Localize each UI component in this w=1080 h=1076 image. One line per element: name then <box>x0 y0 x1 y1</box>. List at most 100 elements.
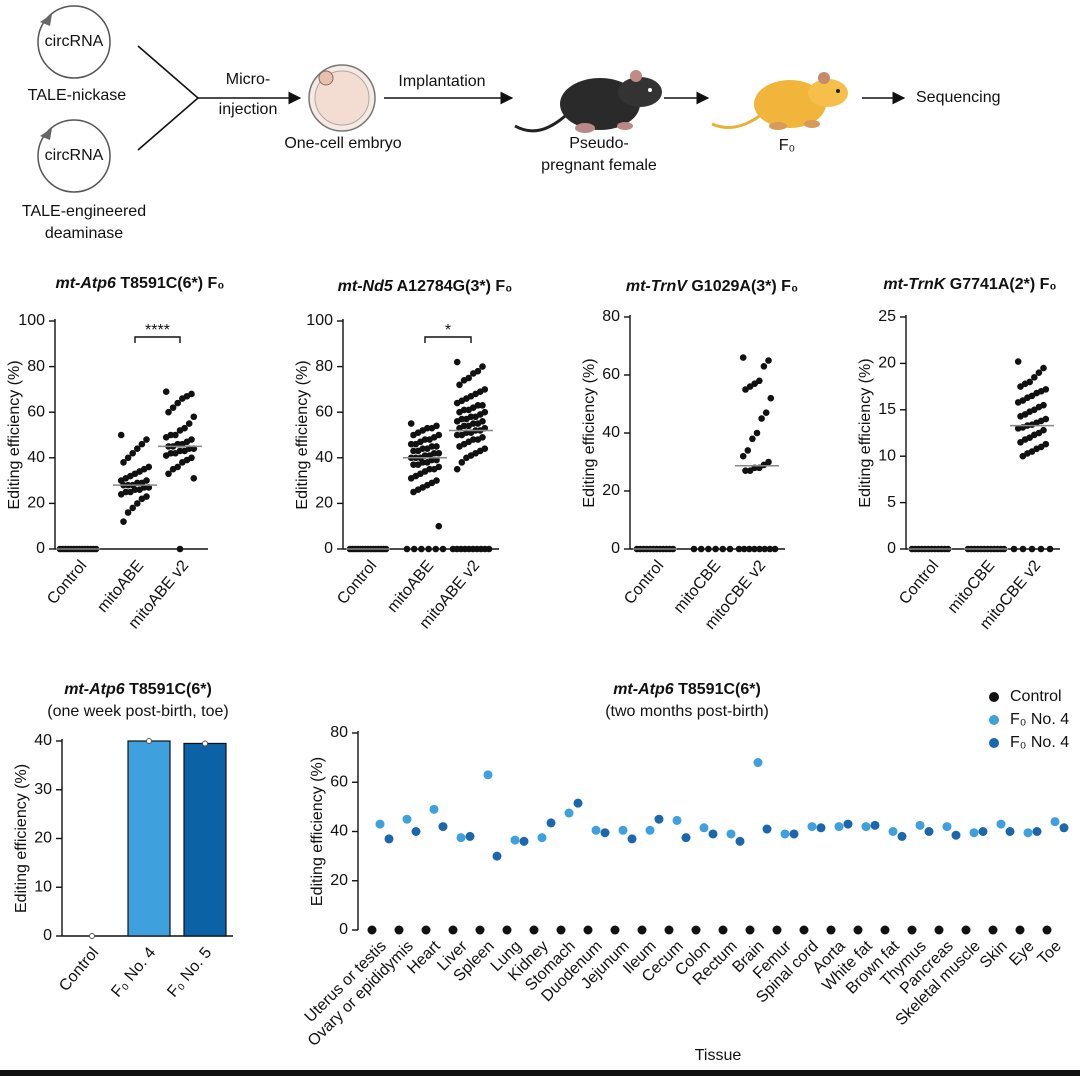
data-point <box>699 823 709 833</box>
data-point <box>410 545 418 553</box>
data-point <box>162 388 170 395</box>
data-point <box>996 819 1006 829</box>
significance-bracket <box>424 336 472 343</box>
data-point <box>433 443 440 450</box>
data-point <box>129 449 136 457</box>
implantation-label: Implantation <box>398 73 485 90</box>
data-point <box>691 925 701 935</box>
data-point <box>1037 545 1045 553</box>
data-point <box>185 420 193 427</box>
y-tick-label: 20 <box>330 872 348 889</box>
data-point <box>529 925 539 935</box>
y-tick-label: 60 <box>330 773 348 790</box>
sequencing-label: Sequencing <box>916 89 1001 106</box>
data-point <box>753 758 763 768</box>
y-tick-label: 0 <box>339 921 348 938</box>
data-point <box>1017 438 1024 446</box>
title-text: T8591C(6*) <box>129 681 212 698</box>
title-text: T8591C(6*) <box>678 681 761 698</box>
data-point <box>407 475 415 482</box>
data-point <box>816 823 826 833</box>
data-point <box>1017 412 1024 420</box>
data-point <box>627 834 637 844</box>
data-point <box>179 395 186 402</box>
y-tick-label: 80 <box>602 308 620 325</box>
y-tick-label: 40 <box>34 732 52 749</box>
data-point <box>176 545 184 553</box>
y-tick-label: 5 <box>887 494 896 511</box>
y-tick-label: 0 <box>324 540 333 557</box>
data-point <box>181 447 188 455</box>
y-tick-label: 100 <box>306 312 333 329</box>
data-point <box>799 925 809 935</box>
chart-title: mt-TrnV G1029A(3*) F₀ <box>626 278 798 295</box>
data-point <box>402 814 412 824</box>
data-point <box>410 447 417 455</box>
data-point <box>834 822 844 832</box>
data-point <box>740 545 748 553</box>
chart-title: mt-Atp6 T8591C(6*) F₀ <box>55 275 224 292</box>
data-point <box>1005 827 1015 836</box>
bar-point <box>146 738 152 744</box>
data-point <box>474 436 482 443</box>
data-point <box>1031 374 1038 381</box>
data-point <box>428 424 436 432</box>
title-gene: mt-Atp6 <box>55 275 116 292</box>
data-point <box>537 833 547 843</box>
data-point <box>165 470 172 478</box>
data-point <box>610 925 620 935</box>
data-point <box>978 827 988 836</box>
data-point <box>746 467 754 475</box>
data-point <box>712 545 719 553</box>
f0-label: F₀ <box>779 137 795 154</box>
data-point <box>753 429 761 437</box>
data-point <box>1032 827 1042 836</box>
yellow-mouse <box>711 72 848 130</box>
x-tick-label: Skin <box>977 938 1011 972</box>
data-point <box>546 818 556 828</box>
y-tick-label: 0 <box>611 540 620 557</box>
title-gene: mt-Atp6 <box>64 681 125 698</box>
data-point <box>708 829 718 839</box>
y-tick-label: 0 <box>43 927 52 944</box>
data-point <box>880 925 890 935</box>
data-point <box>739 354 747 361</box>
data-point <box>742 386 749 393</box>
y-tick-label: 40 <box>27 449 45 466</box>
data-point <box>870 820 880 830</box>
data-point <box>169 465 177 473</box>
schematic: circRNA TALE-nickase circRNA TALE-engine… <box>22 5 1001 242</box>
data-point <box>1015 925 1025 935</box>
data-point <box>749 435 756 443</box>
chart-subtitle: (two months post-birth) <box>605 703 769 720</box>
data-point <box>1023 828 1033 838</box>
data-point <box>485 545 493 553</box>
y-tick-label: 10 <box>878 447 896 464</box>
y-tick-label: 60 <box>27 403 45 420</box>
deaminase-label: TALE-engineered <box>22 203 146 220</box>
data-point <box>172 431 179 439</box>
data-point <box>472 413 479 421</box>
data-point <box>765 357 772 364</box>
data-point <box>888 827 898 836</box>
data-point <box>453 399 461 407</box>
data-point <box>479 363 486 370</box>
data-point <box>664 925 674 935</box>
data-point <box>463 454 470 462</box>
data-point <box>138 495 146 503</box>
data-point <box>169 404 177 411</box>
data-point <box>129 504 136 512</box>
y-tick-label: 40 <box>330 823 348 840</box>
y-tick-label: 60 <box>315 403 333 420</box>
merge-lines <box>137 45 200 151</box>
data-point <box>465 406 473 414</box>
data-point <box>697 545 705 553</box>
data-point <box>510 835 520 845</box>
legend-swatch <box>989 738 999 748</box>
data-point <box>591 825 601 835</box>
data-point <box>453 418 461 425</box>
data-point <box>556 925 566 935</box>
data-point <box>637 925 647 935</box>
data-point <box>1059 823 1069 833</box>
title-gene: mt-Nd5 <box>338 278 394 295</box>
